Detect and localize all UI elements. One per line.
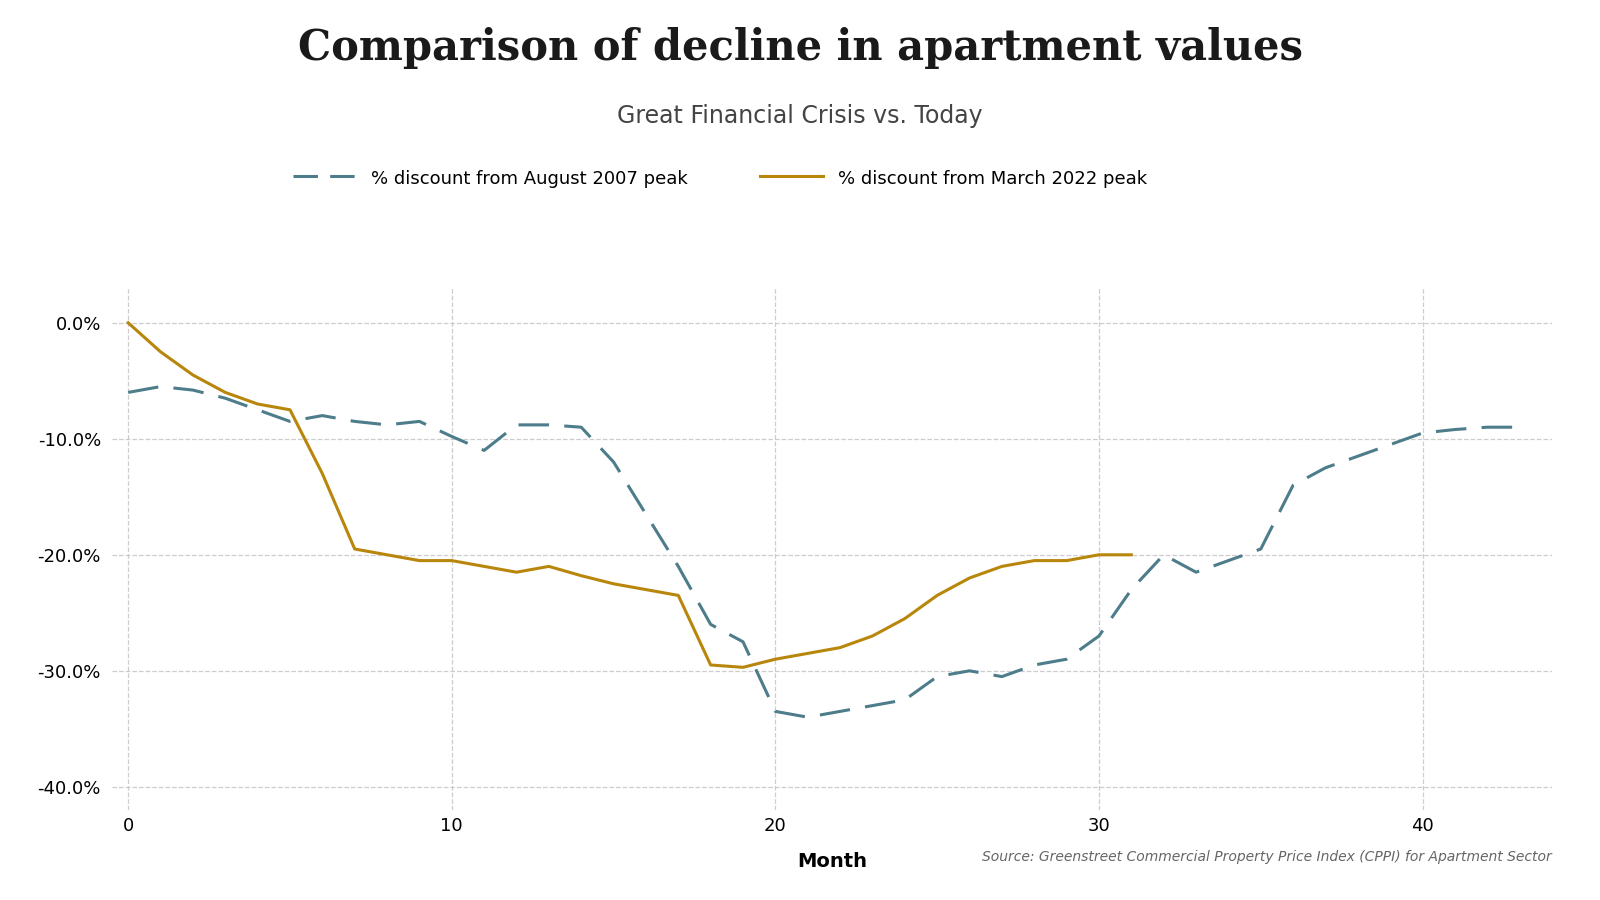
% discount from August 2007 peak [1381,439,1400,450]
% discount from August 2007 peak [1445,424,1464,435]
% discount from August 2007 peak [637,508,656,519]
% discount from August 2007 peak [1349,451,1368,462]
% discount from August 2007 peak [1187,567,1206,578]
% discount from August 2007 peak [928,671,947,682]
% discount from August 2007 peak [1251,544,1270,554]
% discount from March 2022 peak [312,468,331,479]
% discount from August 2007 peak [669,561,688,572]
% discount from March 2022 peak [798,648,818,659]
% discount from August 2007 peak [896,695,915,706]
% discount from March 2022 peak [992,561,1011,572]
% discount from August 2007 peak [960,665,979,676]
% discount from March 2022 peak [701,660,720,670]
% discount from March 2022 peak [669,590,688,601]
% discount from August 2007 peak [475,445,494,455]
% discount from August 2007 peak [862,700,882,711]
% discount from August 2007 peak [1154,549,1173,560]
% discount from August 2007 peak [733,636,752,647]
% discount from March 2022 peak [378,549,397,560]
% discount from August 2007 peak [280,416,299,427]
% discount from March 2022 peak [118,318,138,328]
% discount from August 2007 peak [442,431,461,442]
% discount from March 2022 peak [637,584,656,595]
Text: Great Financial Crisis vs. Today: Great Financial Crisis vs. Today [618,104,982,128]
X-axis label: Month: Month [797,851,867,870]
% discount from August 2007 peak [1058,653,1077,664]
% discount from August 2007 peak [248,404,267,415]
% discount from March 2022 peak [150,346,170,357]
% discount from March 2022 peak [1024,555,1043,566]
% discount from March 2022 peak [184,370,203,381]
% discount from August 2007 peak [798,712,818,723]
% discount from March 2022 peak [248,399,267,410]
% discount from August 2007 peak [1283,480,1302,491]
% discount from August 2007 peak [1478,422,1498,433]
% discount from August 2007 peak [150,382,170,392]
% discount from March 2022 peak [830,643,850,653]
% discount from August 2007 peak [216,392,235,403]
% discount from August 2007 peak [378,419,397,430]
% discount from August 2007 peak [184,384,203,395]
% discount from March 2022 peak [475,561,494,572]
% discount from March 2022 peak [896,613,915,624]
Legend: % discount from August 2007 peak, % discount from March 2022 peak: % discount from August 2007 peak, % disc… [286,162,1154,194]
% discount from August 2007 peak [603,456,622,467]
% discount from August 2007 peak [992,671,1011,682]
% discount from March 2022 peak [1090,549,1109,560]
% discount from August 2007 peak [312,410,331,421]
% discount from August 2007 peak [701,619,720,630]
% discount from August 2007 peak [1090,631,1109,642]
% discount from March 2022 peak [442,555,461,566]
% discount from March 2022 peak [603,579,622,590]
% discount from March 2022 peak [346,544,365,554]
% discount from March 2022 peak [862,631,882,642]
% discount from March 2022 peak [733,662,752,672]
% discount from March 2022 peak [766,653,786,664]
% discount from August 2007 peak [1413,428,1432,438]
% discount from March 2022 peak [571,571,590,581]
Line: % discount from March 2022 peak: % discount from March 2022 peak [128,323,1131,667]
% discount from August 2007 peak [571,422,590,433]
% discount from August 2007 peak [1510,422,1530,433]
% discount from August 2007 peak [766,706,786,716]
% discount from August 2007 peak [410,416,429,427]
% discount from August 2007 peak [1122,584,1141,595]
Text: Comparison of decline in apartment values: Comparison of decline in apartment value… [298,27,1302,69]
Text: Source: Greenstreet Commercial Property Price Index (CPPI) for Apartment Sector: Source: Greenstreet Commercial Property … [982,850,1552,864]
% discount from August 2007 peak [1024,660,1043,670]
% discount from March 2022 peak [1122,549,1141,560]
% discount from March 2022 peak [280,404,299,415]
% discount from August 2007 peak [507,419,526,430]
% discount from August 2007 peak [118,387,138,398]
% discount from August 2007 peak [539,419,558,430]
% discount from March 2022 peak [1058,555,1077,566]
Line: % discount from August 2007 peak: % discount from August 2007 peak [128,387,1520,717]
% discount from August 2007 peak [830,706,850,716]
% discount from March 2022 peak [960,572,979,583]
% discount from March 2022 peak [928,590,947,601]
% discount from March 2022 peak [410,555,429,566]
% discount from August 2007 peak [346,416,365,427]
% discount from August 2007 peak [1315,463,1334,473]
% discount from March 2022 peak [216,387,235,398]
% discount from March 2022 peak [539,561,558,572]
% discount from March 2022 peak [507,567,526,578]
% discount from August 2007 peak [1219,555,1238,566]
